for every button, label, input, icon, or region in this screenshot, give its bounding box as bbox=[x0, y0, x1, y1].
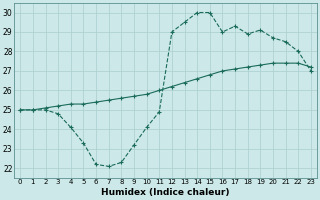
X-axis label: Humidex (Indice chaleur): Humidex (Indice chaleur) bbox=[101, 188, 230, 197]
